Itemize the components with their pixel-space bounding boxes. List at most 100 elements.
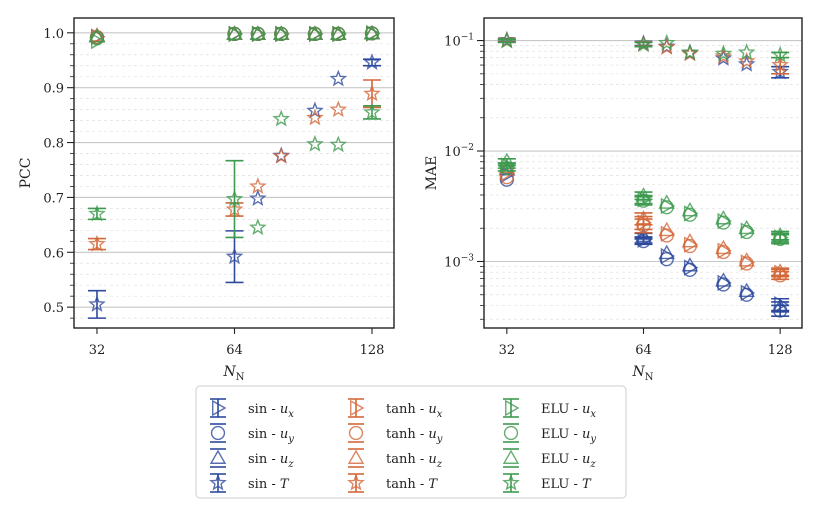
right-ytick-label: 10−1 xyxy=(444,33,474,50)
legend-entry-tanh-u-z-label: tanh - uz xyxy=(386,452,443,470)
right-series-elu-t-point xyxy=(737,43,756,60)
right-xtick-label: 32 xyxy=(499,343,516,358)
left-series-sin-t-point xyxy=(88,295,106,312)
left-series-sin-t-errorbar xyxy=(225,230,244,284)
left-ytick-label: 0.9 xyxy=(43,82,64,97)
right-series-elu-u-z-point xyxy=(635,187,652,202)
legend-entry-elu-t: ELU - T xyxy=(502,473,592,493)
legend-entry-tanh-u-y-marker xyxy=(348,425,364,441)
left-series-elu-u-z-point xyxy=(306,25,324,40)
left-series-elu-t-point xyxy=(225,189,244,207)
legend-entry-tanh-t-label: tanh - T xyxy=(386,477,438,492)
right-ylabel: MAE xyxy=(424,156,440,191)
panel-left: 32 64 128 0.5 0.6 0.7 0.8 0.9 1.0 NN PCC xyxy=(18,17,395,383)
right-series-tanh-u-z-point xyxy=(771,263,789,278)
left-series-tanh-t-point xyxy=(249,177,267,194)
right-series-tanh-t-point xyxy=(714,47,733,64)
right-series-sin-u-z-point xyxy=(658,244,675,260)
right-series-sin-t-point xyxy=(737,54,756,72)
right-axes-frame xyxy=(483,17,803,329)
right-series-elu-t-point xyxy=(634,35,653,53)
left-series-elu-u-x-point xyxy=(251,25,267,43)
right-xtick-label: 64 xyxy=(635,343,652,358)
legend-entry-elu-u-y-marker xyxy=(503,425,519,441)
right-series-tanh-u-z xyxy=(498,159,790,278)
right-series-sin-u-z-point xyxy=(715,272,732,287)
right-series-elu-t-point xyxy=(498,31,516,49)
left-xtick-label: 32 xyxy=(89,343,106,358)
right-series-elu-t-point xyxy=(657,33,676,51)
left-series-elu-t-point xyxy=(329,135,348,153)
right-ytick-label: 10−2 xyxy=(444,143,474,160)
right-series-sin-u-z-point xyxy=(738,282,755,298)
left-series-elu-u-z-point xyxy=(363,24,381,40)
legend-entry-tanh-u-y: tanh - uy xyxy=(348,423,443,445)
left-ytick-label: 0.5 xyxy=(43,301,64,316)
legend-entry-tanh-t-marker xyxy=(347,473,365,491)
legend-entry-tanh-u-x-label: tanh - ux xyxy=(386,402,443,420)
left-ytick-label: 0.7 xyxy=(43,191,64,206)
left-series-elu-t-point xyxy=(363,103,381,120)
legend-entry-elu-t-marker xyxy=(502,473,520,491)
right-series-elu-u-z-point xyxy=(498,152,516,168)
left-series-tanh-t-point xyxy=(88,234,106,252)
left-series-elu-u-y-point xyxy=(89,31,105,46)
legend-entry-sin-t-marker xyxy=(209,473,227,491)
legend-entry-tanh-u-z: tanh - uz xyxy=(347,448,443,470)
legend-entry-elu-u-x: ELU - ux xyxy=(503,398,596,420)
left-series-elu-u-x-point xyxy=(275,25,290,43)
right-series-elu-t-point xyxy=(714,44,733,62)
left-xlabel: NN xyxy=(223,364,245,383)
left-series-elu-t-point xyxy=(249,218,267,236)
left-series-tanh-t-point xyxy=(329,100,348,118)
right-series-tanh-u-z-point xyxy=(715,239,732,255)
left-xlabel-text: NN xyxy=(223,364,245,383)
right-series-elu-u-z-point xyxy=(681,201,699,217)
left-ytick-label: 0.8 xyxy=(43,137,64,152)
right-series-elu-u-z-errorbar xyxy=(497,158,516,165)
left-series-elu-u-z-point xyxy=(249,25,267,40)
legend-entry-elu-u-z-label: ELU - uz xyxy=(541,452,596,470)
left-series-sin-t-point xyxy=(329,69,348,87)
legend-entry-sin-u-z-marker xyxy=(209,449,227,464)
left-series-elu-u-z-point xyxy=(330,25,347,40)
left-series-elu-u-x-point xyxy=(228,25,243,43)
legend-frame xyxy=(195,385,627,499)
right-series-tanh-t-point xyxy=(737,51,756,69)
legend-entry-elu-u-y: ELU - uy xyxy=(503,423,596,445)
left-ytick-label: 0.6 xyxy=(43,246,64,261)
legend-entry-sin-u-z: sin - uz xyxy=(209,448,294,470)
legend-entry-tanh-u-y-label: tanh - uy xyxy=(386,427,443,445)
left-series-tanh-t-point xyxy=(272,146,291,164)
legend-entry-elu-t-label: ELU - T xyxy=(541,477,592,492)
legend-entry-sin-u-z-label: sin - uz xyxy=(248,452,294,470)
left-series-elu-u-x-point xyxy=(308,25,324,43)
right-series-tanh-u-z-errorbar xyxy=(634,212,653,226)
right-series-tanh-u-z-point xyxy=(635,210,652,225)
right-series-tanh-t-errorbar xyxy=(771,56,790,75)
legend-entry-sin-u-y-label: sin - uy xyxy=(248,427,294,445)
left-series-elu-u-z-point xyxy=(273,25,290,40)
left-series-sin-t xyxy=(87,53,382,319)
left-series-elu-u-z-point xyxy=(226,25,243,40)
right-xtick-label: 128 xyxy=(768,343,793,358)
legend-entry-sin-u-x-label: sin - ux xyxy=(248,402,294,420)
right-series-elu-u-z-point xyxy=(715,210,732,225)
panel-right: 32 64 128 10−3 10−2 10−1 NN MAE xyxy=(424,17,803,383)
right-ytick-label: 10−3 xyxy=(444,253,474,270)
left-series-elu-u-z xyxy=(88,24,381,43)
left-series-elu-u-x-point xyxy=(332,25,347,43)
legend-entry-elu-u-z-marker xyxy=(502,449,520,464)
left-xtick-label: 128 xyxy=(360,343,385,358)
legend-entry-sin-u-y: sin - uy xyxy=(210,423,294,445)
right-series-tanh-u-z-point xyxy=(738,252,755,267)
legend-entry-sin-t: sin - T xyxy=(209,473,290,493)
legend-entry-tanh-u-x: tanh - ux xyxy=(348,398,443,420)
right-series-sin-u-z-point xyxy=(771,298,789,313)
left-ylabel: PCC xyxy=(18,158,34,189)
right-series-tanh-u-z-point xyxy=(658,221,675,237)
legend-entry-tanh-t: tanh - T xyxy=(347,473,438,493)
legend-entry-sin-u-x: sin - ux xyxy=(210,398,294,420)
